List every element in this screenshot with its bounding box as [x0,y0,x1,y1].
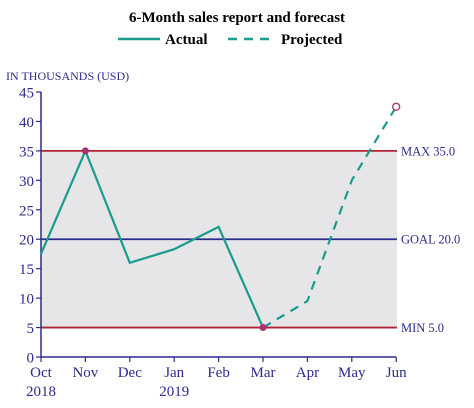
y-tick-label-4: 20 [19,233,34,249]
y-tick-label-8: 40 [19,115,34,131]
projected-end-marker [392,102,401,111]
y-tick-label-5: 25 [19,203,34,219]
min-marker [259,324,267,332]
chart-title: 6-Month sales report and forecast [129,10,345,26]
x-tick-label-2: Dec [118,365,142,381]
reference-label-1: GOAL 20.0 [401,233,460,247]
y-tick-label-6: 30 [19,174,34,190]
legend: Actual Projected [118,32,343,48]
y-tick-label-3: 15 [19,262,34,278]
y-tick-label-2: 10 [19,292,34,308]
y-tick-label-0: 0 [27,351,35,367]
x-tick-sublabel-0: 2018 [26,384,56,400]
x-tick-label-4: Feb [207,365,230,381]
y-axis-label: IN THOUSANDS (USD) [6,69,129,83]
reference-line-layer: MAX 35.0 GOAL 20.0 MIN 5.0 [41,144,460,335]
x-tick-label-8: Jun [386,365,407,381]
legend-label-actual: Actual [165,32,208,48]
x-tick-label-0: Oct [30,365,52,381]
marker-layer [81,102,401,332]
series-line-projected [262,106,398,329]
axis-layer: 0 5 10 15 20 25 30 35 40 45 Oct 2018 Nov Dec Jan 2019 Fe… [19,86,407,401]
y-tick-label-7: 35 [19,144,34,160]
x-tick-label-7: May [338,365,366,381]
x-tick-label-6: Apr [296,365,319,381]
x-tick-label-3: Jan [164,365,184,381]
legend-label-projected: Projected [281,32,343,48]
y-tick-label-1: 5 [27,321,35,337]
x-tick-label-1: Nov [72,365,98,381]
y-tick-label-9: 45 [19,86,34,102]
x-tick-sublabel-3: 2019 [159,384,189,400]
series-line-actual [39,148,265,328]
max-marker [81,147,89,155]
x-tick-label-5: Mar [251,365,276,381]
reference-label-2: MIN 5.0 [401,321,444,335]
reference-label-0: MAX 35.0 [401,144,455,158]
